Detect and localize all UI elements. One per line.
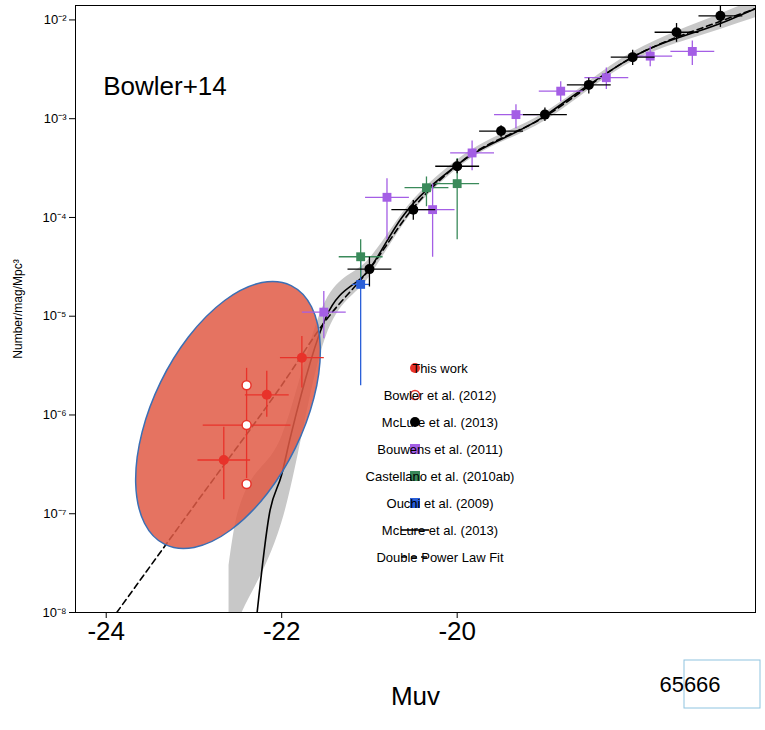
svg-text:-20: -20: [438, 616, 476, 646]
svg-text:Bouwens et al. (2011): Bouwens et al. (2011): [377, 442, 503, 457]
svg-text:10⁻³: 10⁻³: [44, 111, 67, 126]
svg-text:Number/mag/Mpc³: Number/mag/Mpc³: [11, 259, 25, 358]
svg-text:This work: This work: [412, 361, 468, 376]
svg-text:McLure et al. (2013): McLure et al. (2013): [382, 415, 498, 430]
svg-text:-22: -22: [263, 616, 301, 646]
svg-text:10⁻⁴: 10⁻⁴: [42, 210, 66, 225]
svg-text:Bowler et al. (2012): Bowler et al. (2012): [384, 388, 497, 403]
svg-text:-24: -24: [87, 616, 125, 646]
svg-text:65666: 65666: [659, 672, 720, 697]
svg-text:Bowler+14: Bowler+14: [103, 71, 227, 101]
svg-text:10⁻²: 10⁻²: [44, 12, 67, 27]
svg-text:Castellano et al. (2010ab): Castellano et al. (2010ab): [366, 469, 515, 484]
svg-text:10⁻⁶: 10⁻⁶: [43, 407, 67, 422]
svg-text:10⁻⁸: 10⁻⁸: [43, 605, 67, 620]
svg-text:Muv: Muv: [391, 681, 440, 711]
svg-text:Ouchi et al. (2009): Ouchi et al. (2009): [387, 496, 494, 511]
svg-text:McLure et al. (2013): McLure et al. (2013): [382, 523, 498, 538]
svg-text:Double Power Law Fit: Double Power Law Fit: [376, 550, 504, 565]
svg-text:10⁻⁷: 10⁻⁷: [43, 506, 66, 521]
svg-text:10⁻⁵: 10⁻⁵: [43, 308, 67, 323]
